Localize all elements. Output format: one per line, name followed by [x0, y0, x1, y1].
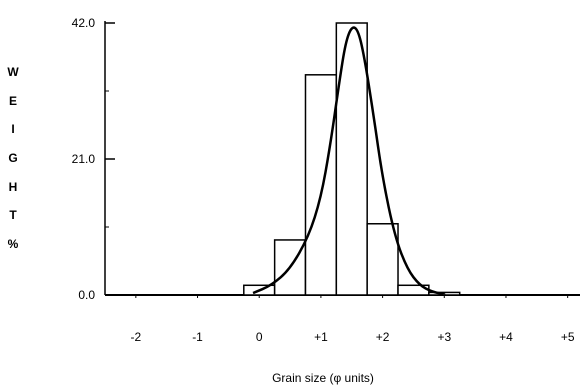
- histogram-bar: [304, 74, 338, 296]
- y-tick-label: 0.0: [78, 288, 95, 302]
- y-ticks: 0.0 21.0 42.0: [72, 16, 115, 302]
- y-axis-label-letter: T: [9, 208, 17, 222]
- y-axis-label-letter: H: [9, 180, 18, 194]
- x-tick-label: +5: [561, 330, 575, 344]
- x-tick-label: 0: [256, 330, 263, 344]
- x-axis-label: Grain size (φ units): [272, 371, 374, 385]
- x-tick-label: +2: [376, 330, 390, 344]
- y-axis-label-letter: %: [8, 237, 19, 251]
- x-tick-label: +1: [314, 330, 328, 344]
- x-tick-label: +3: [437, 330, 451, 344]
- y-tick-label: 21.0: [72, 152, 96, 166]
- y-tick-label: 42.0: [72, 16, 96, 30]
- histogram-bars: [243, 22, 461, 296]
- fitted-curve: [252, 26, 445, 296]
- y-axis-label-letter: E: [9, 94, 17, 108]
- y-axis-label: W EI G HT%: [7, 65, 19, 251]
- y-axis-label-letter: I: [11, 122, 14, 136]
- y-axis-label-letter: W: [7, 65, 19, 79]
- x-ticks: -2 -1 0 +1 +2 +3 +4 +5: [131, 295, 575, 344]
- x-tick-label: -1: [192, 330, 203, 344]
- x-tick-label: +4: [499, 330, 513, 344]
- histogram-bar: [366, 223, 399, 296]
- x-tick-label: -2: [131, 330, 142, 344]
- y-axis-label-letter: G: [8, 151, 17, 165]
